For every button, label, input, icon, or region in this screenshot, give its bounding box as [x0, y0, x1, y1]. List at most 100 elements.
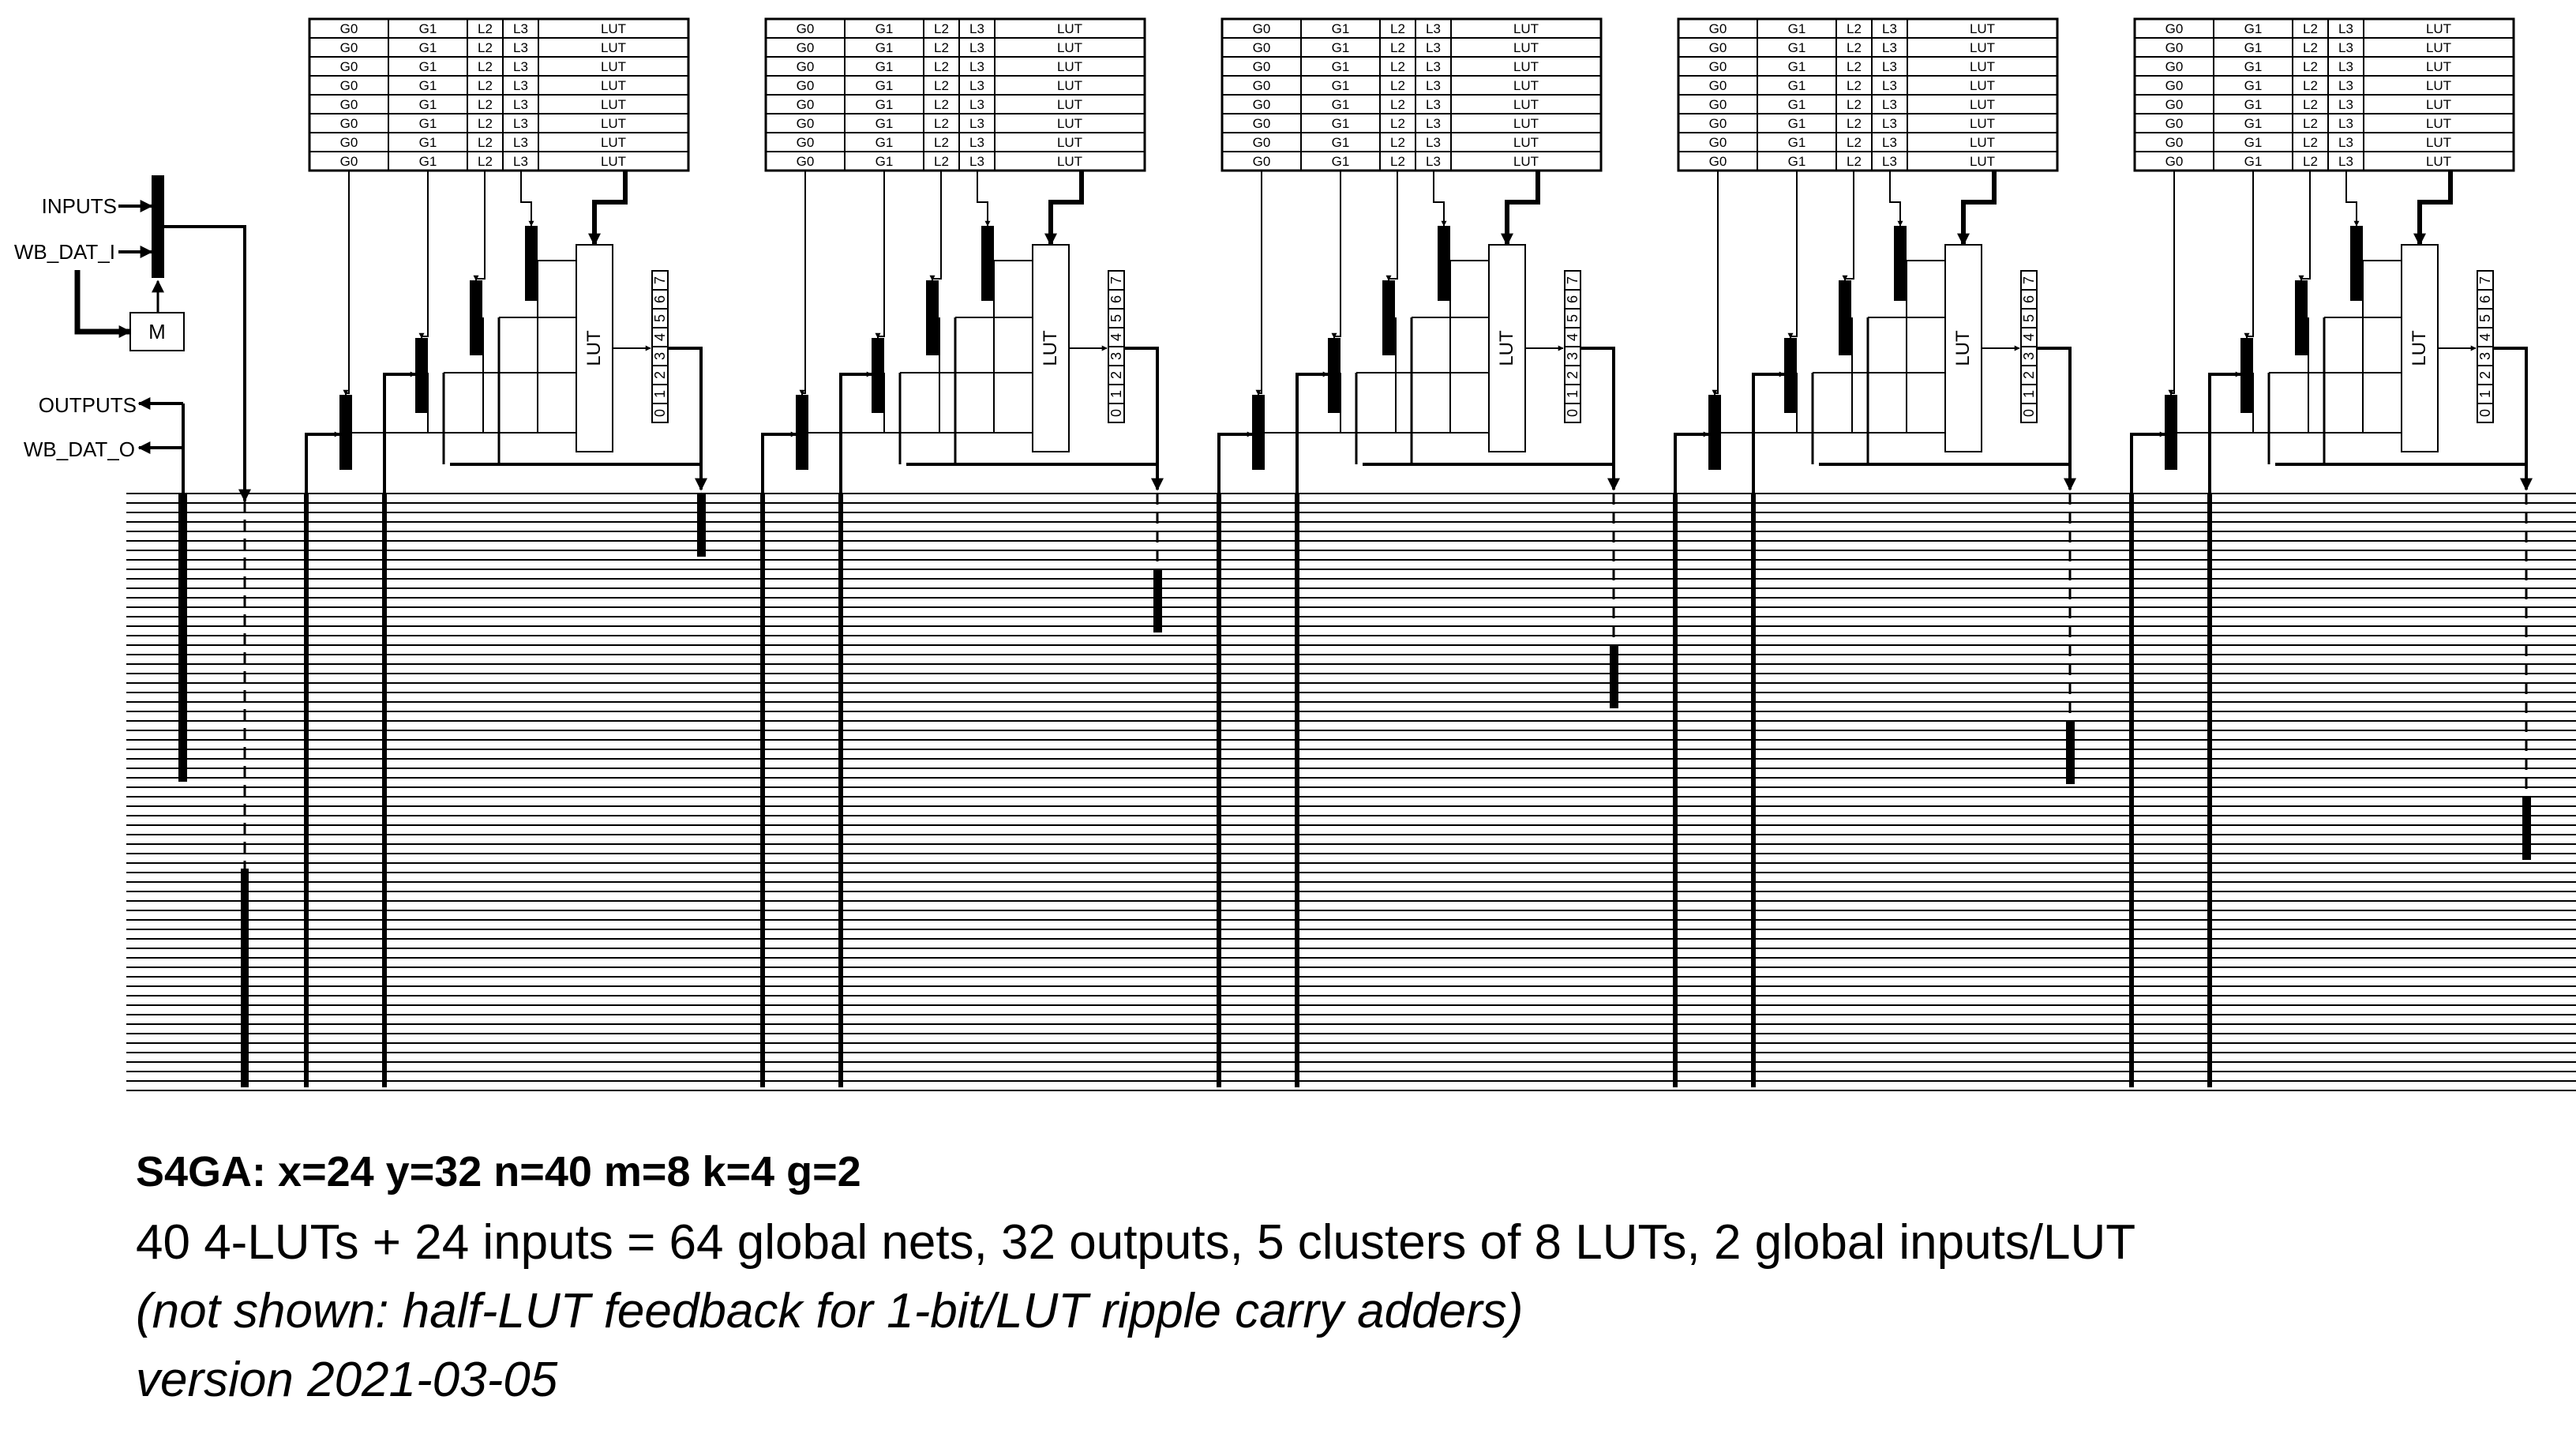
- config-cell: L2: [1390, 21, 1405, 36]
- config-cell: LUT: [1513, 154, 1539, 169]
- config-cell: G0: [2165, 59, 2184, 74]
- config-cell: G1: [1788, 40, 1806, 55]
- config-cell: G0: [1253, 40, 1271, 55]
- config-cell: LUT: [1970, 154, 1995, 169]
- config-cell: L3: [1882, 116, 1897, 131]
- config-cell: LUT: [2426, 116, 2451, 131]
- config-cell: G1: [1332, 97, 1350, 112]
- config-table: G0 G1 L2 L3 LUT G0 G1 L2 L3 LUT G0 G1 L2 L3 LUT G0 G1 L2 L…: [308, 17, 690, 172]
- config-cell: G0: [340, 40, 358, 55]
- register-bit-label: 1: [2477, 390, 2493, 398]
- config-cell: LUT: [1970, 135, 1995, 150]
- config-cell: G0: [1709, 78, 1727, 93]
- config-cell: G0: [797, 135, 815, 150]
- input-mux: [2165, 395, 2177, 470]
- config-cell: G1: [876, 59, 894, 74]
- config-cell: L2: [1390, 78, 1405, 93]
- fpga-architecture-diagram: INPUTS WB_DAT_I OUTPUTS WB_DAT_O M G0 G1 L…: [14, 17, 2576, 1091]
- config-cell: L2: [478, 116, 493, 131]
- config-cell: LUT: [1057, 154, 1082, 169]
- input-mux: [1252, 395, 1265, 470]
- config-table: G0 G1 L2 L3 LUT G0 G1 L2 L3 LUT G0 G1 L2 L3 LUT G0 G1 L2 L…: [1221, 17, 1603, 172]
- input-mux: [2350, 226, 2363, 301]
- config-cell: LUT: [1513, 97, 1539, 112]
- config-cell: G0: [340, 116, 358, 131]
- config-cell: G0: [1709, 116, 1727, 131]
- output-register: 0 1 2 3 4 5 6 7: [1564, 270, 1581, 423]
- register-bit-label: 7: [2477, 276, 2493, 284]
- config-cell: L3: [1426, 97, 1441, 112]
- config-cell: L3: [969, 154, 984, 169]
- config-cell: LUT: [1513, 59, 1539, 74]
- config-cell: L2: [478, 21, 493, 36]
- config-cell: LUT: [1057, 116, 1082, 131]
- config-cell: L3: [1426, 78, 1441, 93]
- config-cell: L3: [969, 135, 984, 150]
- config-cell: LUT: [601, 21, 626, 36]
- config-cell: G1: [1332, 154, 1350, 169]
- register-bit-label: 5: [1565, 314, 1580, 322]
- register-m-label: M: [148, 320, 166, 343]
- config-cell: L2: [2303, 59, 2318, 74]
- register-bit-label: 0: [652, 409, 668, 417]
- register-bit-label: 2: [1565, 371, 1580, 379]
- config-cell: L2: [1847, 116, 1862, 131]
- config-cell: L3: [2338, 116, 2353, 131]
- config-cell: G0: [1709, 154, 1727, 169]
- config-cell: L3: [969, 59, 984, 74]
- config-cell: L2: [1847, 78, 1862, 93]
- register-bit-label: 5: [2477, 314, 2493, 322]
- config-cell: L3: [1426, 21, 1441, 36]
- config-cell: LUT: [601, 97, 626, 112]
- config-cell: G1: [876, 40, 894, 55]
- register-bit-label: 7: [1108, 276, 1124, 284]
- config-cell: G1: [1332, 40, 1350, 55]
- output-register: 0 1 2 3 4 5 6 7: [2020, 270, 2038, 423]
- config-cell: LUT: [2426, 59, 2451, 74]
- config-cell: G0: [1709, 21, 1727, 36]
- config-cell: L3: [2338, 97, 2353, 112]
- config-cell: G0: [340, 21, 358, 36]
- config-cell: L2: [934, 116, 949, 131]
- config-cell: G1: [1332, 78, 1350, 93]
- lut-block: [2401, 244, 2439, 452]
- config-cell: L2: [934, 21, 949, 36]
- config-cell: G1: [2244, 40, 2263, 55]
- config-cell: LUT: [1057, 78, 1082, 93]
- inputs-label: INPUTS: [42, 194, 117, 218]
- lut-block-label: LUT: [583, 330, 605, 366]
- config-cell: G1: [419, 40, 437, 55]
- register-bit-label: 6: [652, 295, 668, 303]
- config-cell: G0: [340, 59, 358, 74]
- config-cell: G0: [797, 154, 815, 169]
- config-cell: L3: [513, 21, 528, 36]
- config-cell: L3: [969, 78, 984, 93]
- input-mux: [1894, 226, 1907, 301]
- register-bit-label: 4: [1108, 333, 1124, 341]
- wb-dat-o-label: WB_DAT_O: [24, 437, 135, 461]
- config-cell: G1: [419, 97, 437, 112]
- config-cell: LUT: [1057, 40, 1082, 55]
- config-cell: G1: [876, 116, 894, 131]
- lut-block-label: LUT: [2409, 330, 2430, 366]
- input-mux: [525, 226, 538, 301]
- caption-line-3: version 2021-03-05: [136, 1353, 558, 1407]
- config-cell: LUT: [2426, 154, 2451, 169]
- config-cell: L3: [1426, 135, 1441, 150]
- input-mux: [981, 226, 994, 301]
- config-cell: LUT: [1513, 21, 1539, 36]
- config-cell: G0: [1253, 135, 1271, 150]
- register-bit-label: 6: [1565, 295, 1580, 303]
- register-bit-label: 7: [652, 276, 668, 284]
- config-cell: L3: [2338, 135, 2353, 150]
- config-cell: L2: [1847, 97, 1862, 112]
- caption-title: S4GA: x=24 y=32 n=40 m=8 k=4 g=2: [136, 1148, 861, 1195]
- config-cell: LUT: [601, 116, 626, 131]
- config-cell: LUT: [1970, 78, 1995, 93]
- input-mux: [796, 395, 808, 470]
- config-cell: G1: [2244, 154, 2263, 169]
- config-cell: G1: [2244, 97, 2263, 112]
- lut-output-tap-bar: [1153, 569, 1162, 632]
- config-cell: LUT: [1513, 135, 1539, 150]
- register-bit-label: 4: [1565, 333, 1580, 341]
